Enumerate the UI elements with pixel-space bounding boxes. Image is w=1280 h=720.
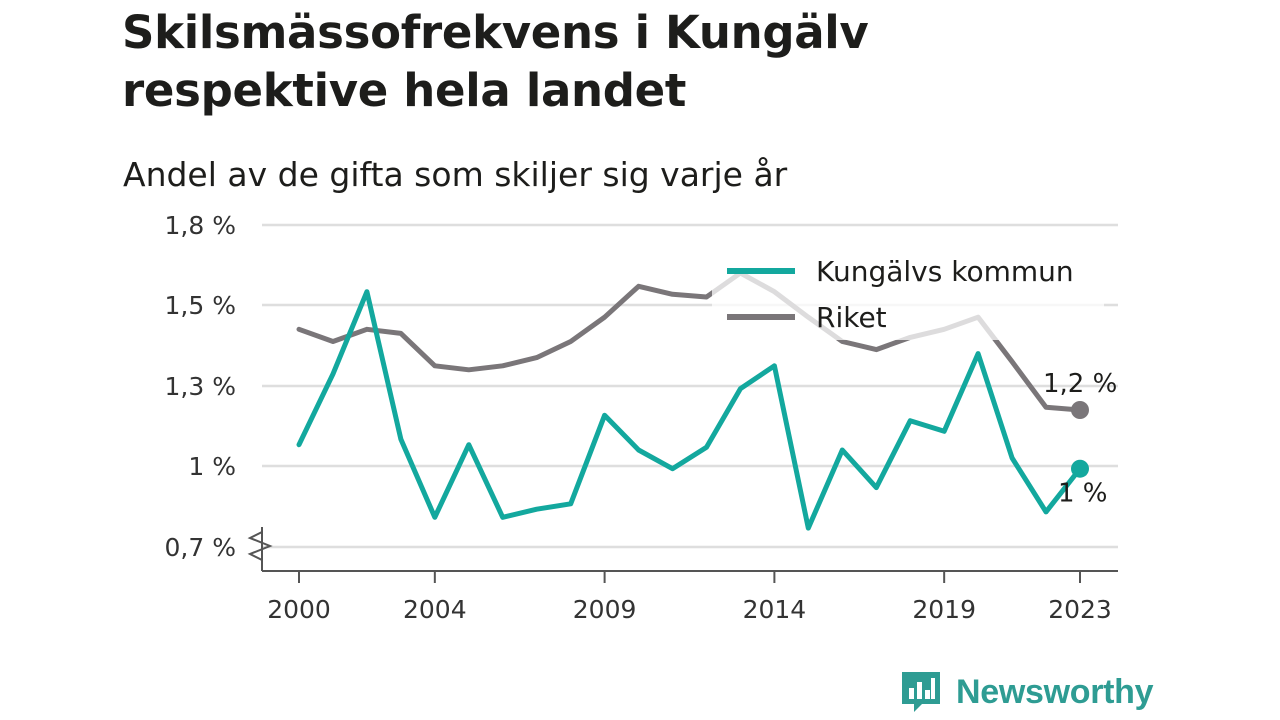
series-end-point-1	[1071, 401, 1089, 419]
series-end-point-0	[1071, 459, 1089, 478]
x-tick-label: 2014	[743, 595, 807, 624]
series-line-0	[296, 289, 1083, 531]
chart-subtitle: Andel av de gifta som skiljer sig varje …	[123, 155, 788, 194]
x-tick-label: 2019	[912, 595, 976, 624]
brand-name: Newsworthy	[956, 672, 1154, 711]
series-end-label: 1,2 %	[1043, 369, 1117, 399]
end-labels: 1 % 1,2 %	[1043, 369, 1117, 509]
legend-label: Riket	[816, 301, 887, 334]
y-tick-label: 1 %	[188, 452, 236, 481]
legend-label: Kungälvs kommun	[816, 255, 1074, 288]
x-tick-label: 2004	[403, 595, 467, 624]
bar-chart-speech-bubble-icon	[902, 672, 940, 712]
x-axis: 2000 2004 2009 2014 2019 2023	[247, 527, 1118, 624]
chart-title: Skilsmässofrekvens i Kungälv respektive …	[122, 6, 869, 117]
axis-break-icon	[247, 527, 273, 571]
y-tick-label: 1,5 %	[165, 291, 236, 320]
x-tick-label: 2000	[267, 595, 331, 624]
x-tick-label: 2023	[1048, 595, 1112, 624]
brand-logo: Newsworthy	[900, 670, 1154, 714]
y-tick-label: 1,8 %	[165, 211, 236, 240]
y-tick-label: 0,7 %	[165, 533, 236, 562]
legend: Kungälvs kommun Riket	[712, 248, 1104, 340]
y-tick-label: 1,3 %	[165, 372, 236, 401]
x-tick-label: 2009	[573, 595, 637, 624]
legend-background	[712, 248, 1104, 340]
series-end-label: 1 %	[1058, 479, 1108, 509]
